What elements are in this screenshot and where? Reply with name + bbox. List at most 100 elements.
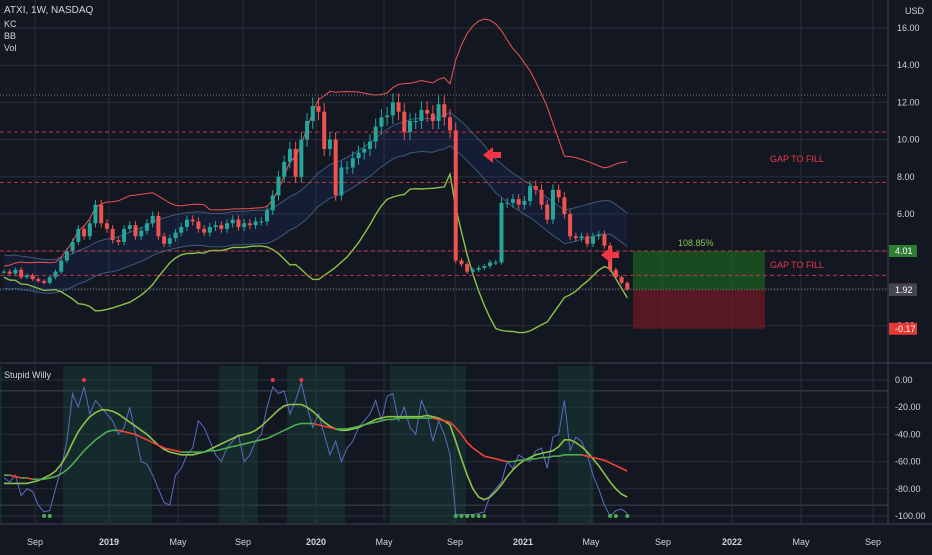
oscillator-slow-segment bbox=[312, 422, 319, 426]
oscillator-slow-segment bbox=[392, 417, 399, 421]
price-candle bbox=[625, 282, 630, 290]
price-candle bbox=[19, 269, 24, 278]
price-candle bbox=[236, 219, 241, 228]
price-candle bbox=[339, 167, 344, 196]
oscillator-slow-segment bbox=[169, 448, 176, 452]
price-candle bbox=[316, 106, 321, 112]
price-candle bbox=[299, 139, 304, 177]
oscillator-slow-segment bbox=[243, 441, 251, 445]
price-tick-label: 8.00 bbox=[897, 172, 915, 182]
time-tick-label: May bbox=[582, 537, 600, 547]
oscillator-slow-segment bbox=[249, 440, 256, 444]
oscillator-slow-segment bbox=[346, 426, 353, 430]
markers-layer bbox=[483, 147, 619, 263]
indicator-kc[interactable]: KC bbox=[4, 19, 17, 29]
oscillator-slow-segment bbox=[381, 418, 388, 422]
price-candle bbox=[30, 275, 35, 280]
price-candle bbox=[139, 230, 144, 237]
price-candle bbox=[276, 176, 281, 196]
price-candle bbox=[213, 225, 218, 228]
price-candle bbox=[333, 139, 338, 196]
oscillator-slow-segment bbox=[438, 418, 445, 422]
oscillator-highlight-zone bbox=[558, 366, 594, 523]
indicator-bb[interactable]: BB bbox=[4, 31, 16, 41]
oscillator-slow-segment bbox=[255, 439, 262, 442]
oscillator-slow-segment bbox=[272, 432, 279, 437]
price-candle bbox=[362, 148, 367, 153]
oscillator-slow-segment bbox=[524, 458, 531, 462]
time-tick-label: May bbox=[169, 537, 187, 547]
oscillator-slow-segment bbox=[232, 444, 239, 448]
price-candle bbox=[619, 277, 624, 283]
oscillator-slow-segment bbox=[266, 435, 274, 440]
price-candle bbox=[116, 240, 121, 242]
oscillator-slow-segment bbox=[100, 431, 108, 437]
price-candle bbox=[390, 102, 395, 116]
oscillator-highlight-zone bbox=[63, 366, 152, 523]
price-candle bbox=[265, 210, 270, 222]
price-candle bbox=[579, 236, 584, 239]
indicator-vol[interactable]: Vol bbox=[4, 43, 17, 53]
oscillator-slow-segment bbox=[118, 429, 125, 433]
price-candle bbox=[510, 199, 515, 203]
oscillator-tick-label: -80.00 bbox=[895, 484, 921, 494]
price-candle bbox=[184, 219, 189, 228]
oversold-dot bbox=[613, 514, 618, 518]
oscillator-slow-segment bbox=[283, 426, 291, 432]
oscillator-tick-label: -40.00 bbox=[895, 429, 921, 439]
oscillator-slow-segment bbox=[140, 436, 148, 441]
oscillator-title[interactable]: Stupid Willy bbox=[4, 370, 52, 380]
bands-layer bbox=[3, 18, 628, 334]
oscillator-slow-segment bbox=[358, 424, 365, 428]
oscillator-slow-segment bbox=[152, 441, 159, 447]
price-candle bbox=[590, 236, 595, 244]
oscillator-slow-segment bbox=[501, 459, 508, 463]
price-axis-badge-label: -0.17 bbox=[895, 324, 916, 334]
price-candle bbox=[162, 236, 167, 244]
price-candle bbox=[459, 260, 464, 265]
price-candle bbox=[93, 204, 98, 224]
price-candle bbox=[379, 117, 384, 127]
oscillator-slow-segment bbox=[478, 451, 485, 457]
arrow-marker-upper bbox=[483, 147, 501, 163]
oscillator-slow-segment bbox=[289, 424, 296, 429]
price-candle bbox=[425, 109, 430, 114]
oversold-dot bbox=[465, 514, 470, 518]
oscillator-slow-segment bbox=[203, 449, 211, 453]
time-tick-label: 2019 bbox=[99, 537, 119, 547]
price-candle bbox=[568, 214, 573, 237]
price-candle bbox=[247, 223, 252, 226]
price-candle bbox=[430, 113, 435, 121]
gap-to-fill-label-upper: GAP TO FILL bbox=[770, 154, 824, 164]
oscillator-slow-segment bbox=[598, 458, 605, 462]
oversold-dot bbox=[453, 514, 458, 518]
price-candle bbox=[202, 228, 207, 233]
price-candle bbox=[539, 189, 544, 205]
price-candle bbox=[345, 167, 350, 169]
price-candle bbox=[253, 221, 258, 226]
price-candle bbox=[7, 271, 12, 274]
price-candle bbox=[150, 215, 155, 224]
oscillator-slow-segment bbox=[215, 448, 222, 452]
oscillator-slow-segment bbox=[375, 420, 382, 423]
price-candle bbox=[436, 104, 441, 121]
oscillator-slow-segment bbox=[129, 432, 136, 436]
price-candle bbox=[219, 225, 224, 229]
price-tick-label: 16.00 bbox=[897, 23, 920, 33]
price-axis-badge-label: 4.01 bbox=[895, 246, 913, 256]
oversold-dot bbox=[459, 514, 464, 518]
price-candle bbox=[493, 262, 498, 264]
price-axis-badge bbox=[889, 283, 917, 296]
keltner-channel-fill bbox=[4, 112, 628, 294]
price-candle bbox=[613, 269, 618, 278]
price-candle bbox=[133, 225, 138, 237]
price-candle bbox=[550, 189, 555, 220]
oversold-dot bbox=[476, 514, 481, 518]
price-axis-badge-label: 1.92 bbox=[895, 285, 913, 295]
price-candle bbox=[419, 109, 424, 121]
oscillator-slow-segment bbox=[295, 422, 302, 426]
oscillator-slow-segment bbox=[26, 477, 33, 481]
oscillator-slow-segment bbox=[512, 459, 519, 463]
